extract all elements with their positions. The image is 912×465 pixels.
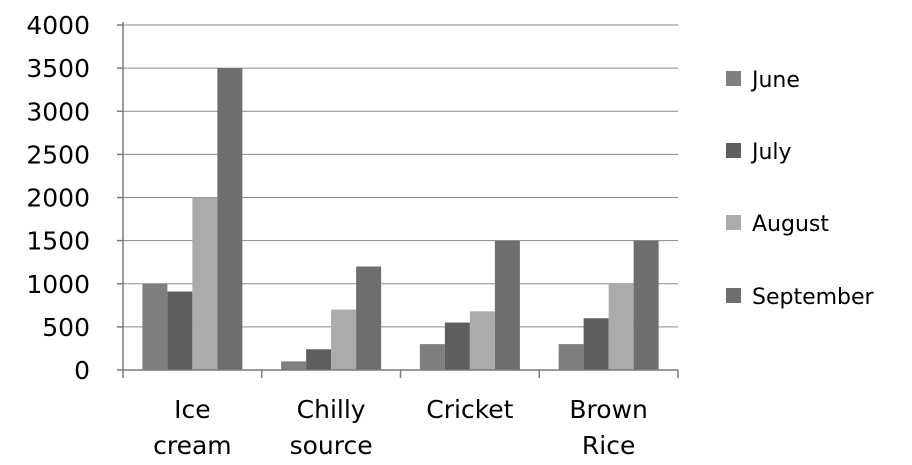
y-tick-label: 2500 <box>26 140 90 169</box>
bar <box>608 283 634 370</box>
x-tick-label: Ice <box>174 395 211 424</box>
y-tick-label: 3000 <box>26 97 90 126</box>
legend-swatch <box>726 288 741 303</box>
legend-swatch <box>726 143 741 158</box>
bar <box>142 283 168 370</box>
axes <box>117 22 679 378</box>
legend-swatch <box>726 71 741 86</box>
x-tick-label: source <box>290 431 373 460</box>
y-tick-label: 2000 <box>26 184 90 213</box>
x-tick-labels: Ice cream Chilly source Cricket Brown Rice <box>153 395 648 460</box>
legend: June July August September <box>726 68 875 310</box>
bar <box>444 322 470 370</box>
bar <box>192 197 218 370</box>
y-tick-label: 500 <box>42 313 90 342</box>
y-tick-labels: 0 500 1000 1500 2000 2500 3000 3500 4000 <box>26 11 90 385</box>
bar <box>217 68 243 370</box>
bar <box>356 266 382 370</box>
legend-label: September <box>752 285 875 310</box>
bar <box>419 344 445 370</box>
bar <box>633 240 659 370</box>
bar <box>583 318 609 370</box>
legend-label: June <box>750 68 800 93</box>
y-tick-label: 3500 <box>26 54 90 83</box>
x-tick-label: Rice <box>582 431 635 460</box>
legend-label: August <box>752 212 829 237</box>
bar <box>469 311 495 370</box>
bar <box>281 361 307 370</box>
y-tick-label: 0 <box>74 356 90 385</box>
legend-label: July <box>750 140 792 165</box>
bar <box>167 291 193 370</box>
bar <box>494 240 520 370</box>
y-tick-label: 1000 <box>26 270 90 299</box>
bars <box>142 68 659 370</box>
bar <box>558 344 584 370</box>
x-tick-label: Chilly <box>297 395 366 424</box>
bar <box>331 309 357 370</box>
x-tick-label: Cricket <box>426 395 513 424</box>
x-tick-label: Brown <box>569 395 647 424</box>
x-tick-label: cream <box>153 431 232 460</box>
y-tick-label: 4000 <box>26 11 90 40</box>
legend-swatch <box>726 215 741 230</box>
bar <box>306 349 332 370</box>
y-tick-label: 1500 <box>26 227 90 256</box>
